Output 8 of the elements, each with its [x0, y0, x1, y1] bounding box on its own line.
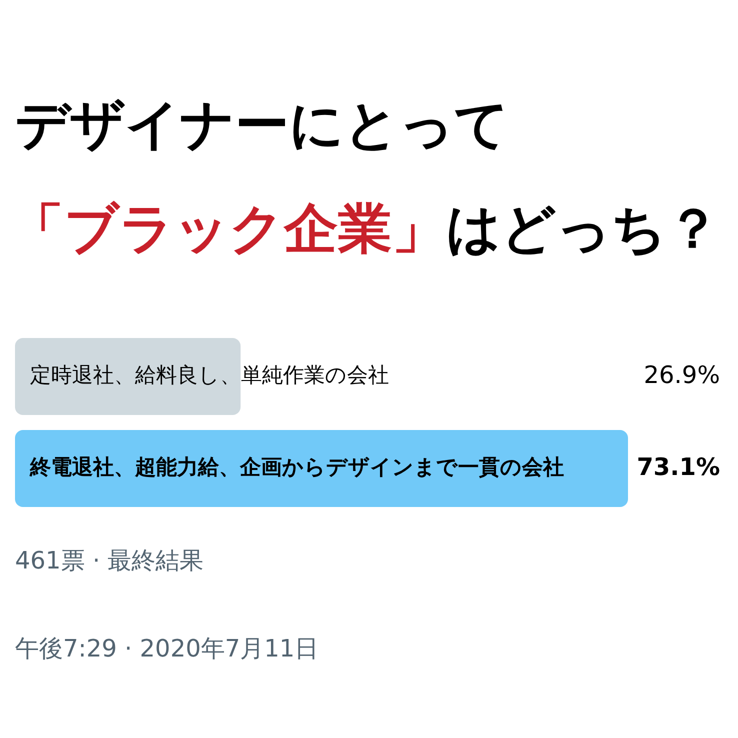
text: 461票 · 最終結果	[15, 546, 204, 575]
text: 午後7:29 · 2020年7月11日	[15, 634, 319, 663]
chart-subtitle: 「ブラック企業」はどっち？	[10, 196, 720, 260]
y-tick-label: 終電退社、超能力給、企画からデザインまで一貫の会社	[29, 455, 564, 480]
data-label: 73.1%	[636, 453, 720, 482]
y-tick-label: 定時退社、給料良し、単純作業の会社	[30, 363, 389, 388]
data-label: 26.9%	[644, 361, 720, 390]
chart-title: デザイナーにとって	[15, 92, 509, 156]
